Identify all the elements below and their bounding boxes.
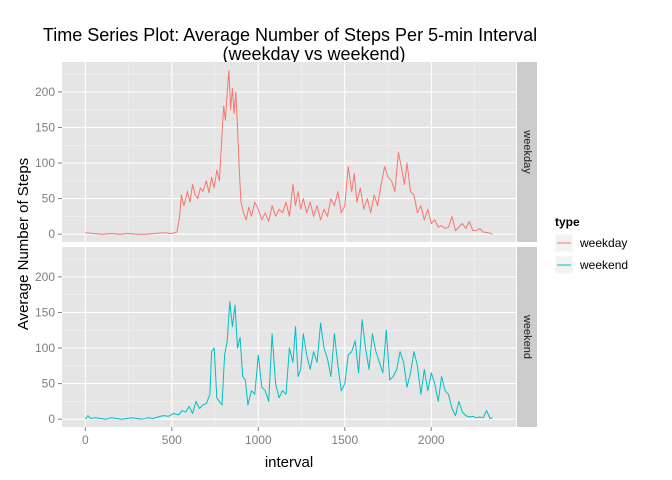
y-tick-label: 100 bbox=[35, 156, 55, 170]
chart-title: Time Series Plot: Average Number of Step… bbox=[43, 25, 537, 45]
y-tick-label: 150 bbox=[35, 120, 55, 134]
x-tick-label: 500 bbox=[162, 433, 182, 447]
panel-background bbox=[62, 247, 516, 427]
legend-item-weekday: weekday bbox=[554, 233, 627, 253]
y-tick-label: 150 bbox=[35, 305, 55, 319]
legend: type weekday weekend bbox=[554, 215, 628, 275]
facet-strip bbox=[517, 62, 537, 242]
y-tick-label: 200 bbox=[35, 85, 55, 99]
x-tick-label: 2000 bbox=[418, 433, 445, 447]
chart-subtitle: (weekday vs weekend) bbox=[222, 44, 405, 64]
legend-item-weekend: weekend bbox=[554, 255, 628, 275]
y-tick-label: 0 bbox=[48, 412, 55, 426]
facet-strip-label: weekday bbox=[521, 129, 533, 174]
facet-panels: weekday weekend bbox=[62, 62, 537, 427]
facet-panel-weekend: weekend bbox=[62, 247, 537, 427]
series-line-weekend bbox=[84, 301, 493, 420]
facet-strip-label: weekend bbox=[521, 314, 533, 359]
x-tick-label: 0 bbox=[82, 433, 89, 447]
facet-panel-weekday: weekday bbox=[62, 62, 537, 242]
series-line-weekday bbox=[85, 70, 493, 235]
y-tick-label: 0 bbox=[48, 227, 55, 241]
legend-label: weekday bbox=[579, 236, 627, 250]
y-axis: 0 50 100 150 200 0 50 100 150 200 bbox=[35, 85, 62, 426]
x-tick-label: 1000 bbox=[245, 433, 272, 447]
facet-strip bbox=[517, 247, 537, 427]
y-tick-label: 50 bbox=[42, 377, 56, 391]
x-axis: 0 500 1000 1500 2000 bbox=[82, 427, 445, 447]
x-axis-title: interval bbox=[265, 454, 313, 471]
x-tick-label: 1500 bbox=[331, 433, 358, 447]
y-tick-label: 50 bbox=[42, 192, 56, 206]
y-tick-label: 200 bbox=[35, 270, 55, 284]
y-axis-title: Average Number of Steps bbox=[15, 158, 32, 330]
legend-label: weekend bbox=[579, 258, 628, 272]
y-tick-label: 100 bbox=[35, 341, 55, 355]
legend-title: type bbox=[555, 215, 580, 229]
